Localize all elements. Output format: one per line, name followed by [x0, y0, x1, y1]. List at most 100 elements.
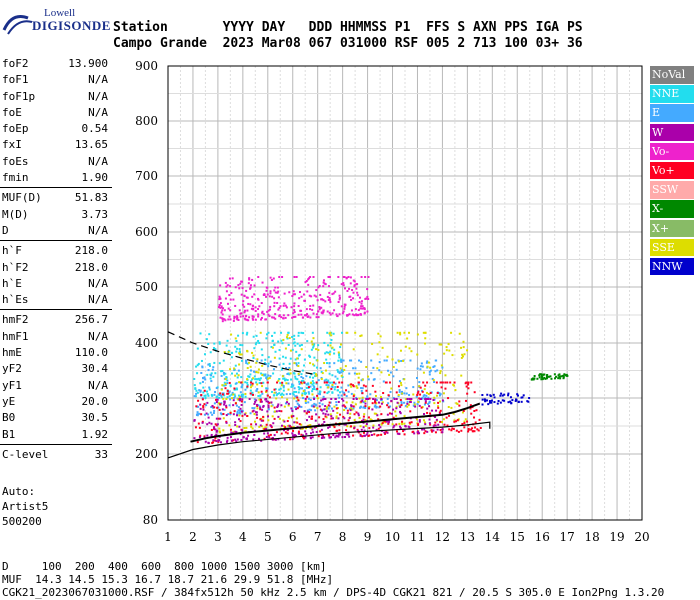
- echo-point: [370, 359, 373, 362]
- echo-point: [239, 409, 242, 412]
- echo-point: [212, 406, 215, 409]
- echo-point: [397, 360, 400, 363]
- echo-point: [415, 418, 418, 421]
- echo-point: [292, 429, 295, 432]
- echo-point: [309, 276, 312, 278]
- echo-point: [546, 375, 549, 378]
- echo-point: [246, 318, 249, 321]
- echo-point: [438, 394, 441, 397]
- echo-point: [239, 315, 242, 318]
- echo-point: [229, 398, 232, 401]
- echo-point: [317, 310, 320, 313]
- echo-point: [220, 305, 223, 308]
- echo-point: [327, 379, 330, 382]
- echo-point: [366, 310, 369, 313]
- echo-point: [538, 374, 541, 377]
- echo-point: [316, 359, 319, 362]
- echo-point: [234, 345, 237, 348]
- echo-point: [234, 424, 237, 427]
- echo-point: [530, 378, 533, 381]
- param-name: C-level: [2, 447, 49, 461]
- echo-point: [295, 395, 298, 398]
- echo-point: [222, 384, 225, 387]
- echo-point: [235, 388, 238, 391]
- echo-point: [538, 373, 541, 376]
- echo-point: [308, 294, 311, 297]
- echo-point: [240, 376, 243, 379]
- echo-point: [307, 386, 310, 389]
- echo-point: [320, 428, 323, 431]
- echo-point: [450, 406, 453, 409]
- echo-point: [357, 414, 360, 417]
- echo-point: [393, 398, 396, 400]
- echo-point: [253, 398, 256, 401]
- echo-point: [298, 405, 301, 408]
- echo-point: [308, 277, 311, 280]
- echo-point: [280, 339, 283, 342]
- echo-point: [345, 429, 348, 432]
- echo-point: [329, 300, 332, 303]
- echo-point: [323, 379, 326, 382]
- echo-point: [243, 305, 246, 308]
- y-tick-label: 800: [135, 114, 158, 128]
- echo-point: [328, 401, 331, 404]
- echo-point: [490, 399, 493, 402]
- echo-point: [301, 427, 304, 430]
- echo-point: [366, 295, 369, 298]
- echo-point: [462, 346, 465, 349]
- echo-point: [232, 319, 235, 322]
- echo-point: [284, 402, 287, 405]
- echo-point: [404, 425, 407, 428]
- echo-point: [322, 311, 325, 314]
- echo-point: [543, 376, 546, 379]
- echo-point: [316, 387, 319, 390]
- echo-point: [356, 428, 359, 431]
- echo-point: [265, 376, 268, 379]
- echo-point: [462, 355, 465, 358]
- echo-point: [521, 396, 524, 399]
- echo-point: [283, 292, 286, 295]
- echo-point: [444, 387, 447, 390]
- echo-point: [357, 309, 360, 312]
- x-tick-label: 16: [535, 530, 550, 544]
- echo-point: [193, 395, 196, 398]
- echo-point: [424, 342, 427, 345]
- echo-point: [273, 343, 276, 346]
- echo-point: [372, 398, 375, 400]
- echo-point: [297, 432, 300, 435]
- param-row: foEs N/A: [0, 154, 112, 170]
- echo-point: [387, 406, 390, 409]
- echo-point: [267, 434, 270, 437]
- echo-point: [439, 409, 442, 412]
- echo-point: [322, 412, 325, 415]
- echo-point: [223, 373, 226, 376]
- echo-point: [334, 386, 337, 389]
- echo-point: [302, 332, 305, 335]
- echo-point: [423, 388, 426, 391]
- echo-point: [264, 373, 267, 376]
- echo-point: [219, 392, 222, 395]
- echo-point: [267, 309, 270, 312]
- echo-point: [522, 394, 525, 397]
- echo-point: [267, 377, 270, 380]
- echo-point: [364, 418, 367, 421]
- echo-point: [270, 425, 273, 428]
- echo-point: [452, 412, 455, 415]
- echo-point: [466, 392, 469, 395]
- echo-point: [256, 383, 259, 386]
- echo-point: [213, 402, 216, 405]
- echo-point: [359, 335, 362, 338]
- echo-point: [460, 374, 463, 377]
- echo-point: [218, 362, 221, 365]
- echo-point: [320, 437, 323, 440]
- echo-point: [278, 417, 281, 420]
- echo-point: [367, 276, 370, 278]
- echo-point: [217, 440, 220, 443]
- echo-point: [399, 412, 402, 415]
- echo-point: [254, 378, 257, 381]
- x-tick-label: 5: [264, 530, 272, 544]
- echo-point: [228, 294, 231, 297]
- echo-point: [346, 289, 349, 292]
- x-tick-label: 12: [435, 530, 450, 544]
- echo-point: [282, 425, 285, 428]
